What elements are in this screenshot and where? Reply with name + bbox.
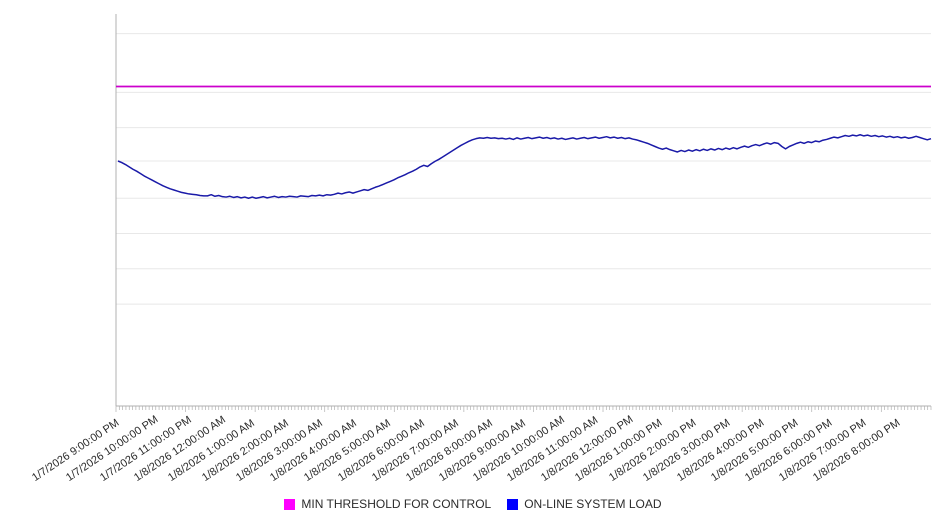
online-system-load-line	[117, 133, 932, 199]
legend-swatch-blue	[507, 498, 519, 510]
legend-swatch-magenta	[284, 498, 296, 510]
legend-label-online-system-load: ON-LINE SYSTEM LOAD	[524, 497, 662, 511]
legend-label-min-threshold: MIN THRESHOLD FOR CONTROL	[301, 497, 492, 511]
x-axis-ticks	[115, 406, 932, 412]
chart-legend: MIN THRESHOLD FOR CONTROL ON-LINE SYSTEM…	[0, 497, 946, 511]
gridlines	[116, 33, 931, 305]
legend-item-online-system-load[interactable]: ON-LINE SYSTEM LOAD	[507, 497, 662, 511]
axis-lines	[115, 14, 931, 407]
legend-item-min-threshold[interactable]: MIN THRESHOLD FOR CONTROL	[284, 497, 491, 511]
